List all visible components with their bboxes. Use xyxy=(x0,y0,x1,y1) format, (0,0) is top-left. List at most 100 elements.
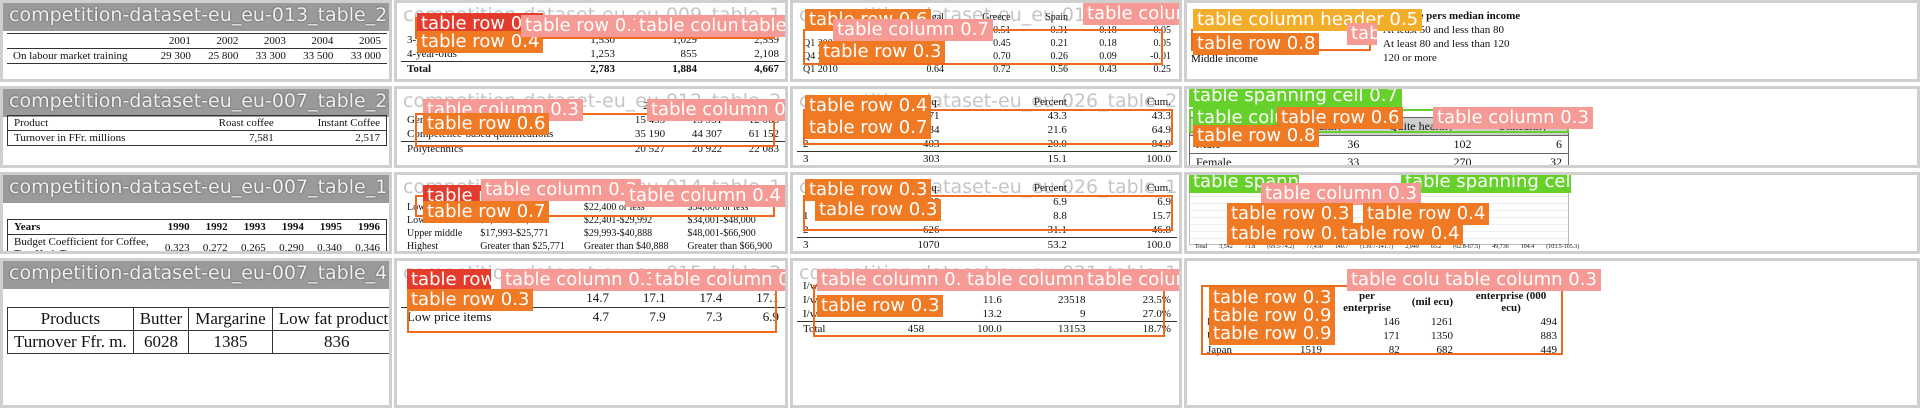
table-row: Product Roast coffee Instant Coffee xyxy=(7,116,387,131)
table-cell: 0.43 xyxy=(1099,64,1117,75)
table-cell: 29 300 xyxy=(160,50,191,62)
table-cell: 82 xyxy=(1388,344,1400,356)
table-row: Upper middle $17,993-$25,771 $29,993-$40,8… xyxy=(401,227,785,240)
table-cell: Margarine xyxy=(188,307,273,331)
table-cell: Cum. xyxy=(1146,182,1171,194)
tile-eu013-table2[interactable]: competition-dataset-eu_eu-013_table_2.jp… xyxy=(0,0,392,82)
table-cell: 20 527 xyxy=(634,143,666,155)
table-cell: 102 xyxy=(1453,137,1472,151)
table-cell: 15.7 xyxy=(1151,210,1171,222)
table-row: 2001 2002 2003 2004 2005 xyxy=(7,34,387,49)
table-cell: 44 307 xyxy=(691,128,723,140)
table-row: Total 2,783 1,884 4,667 xyxy=(401,61,785,77)
tile-header-band xyxy=(3,175,389,203)
table-cell: 1994 xyxy=(281,221,304,233)
table-cell: Greater than $40,888 xyxy=(583,241,669,252)
table-cell: 0.18 xyxy=(1099,38,1117,49)
table-cell: 855 xyxy=(680,48,698,60)
table-cell: 682 xyxy=(1436,344,1454,356)
table-row: Q1 2010 0.64 0.72 0.56 0.43 0.25 xyxy=(797,63,1177,76)
tile-eu022-table1[interactable]: % of the pers median income At least 50 … xyxy=(1184,0,1920,82)
table-cell: 13153 xyxy=(1057,323,1086,335)
tile-eu026-table2[interactable]: competition-dataset-eu_eu-026_table_2.jp… xyxy=(790,86,1182,168)
table-cell: 2,108 xyxy=(754,48,779,60)
table-cell: Turnover Ffr. m. xyxy=(7,330,134,354)
table-cell: Total xyxy=(407,63,432,75)
detection-label: table row 0.3 xyxy=(805,179,932,201)
detection-label: table column 0.3 xyxy=(817,269,977,291)
table-cell: 35 190 xyxy=(634,128,666,140)
table-cell: 21.6 xyxy=(1047,124,1067,136)
table-cell: 494 xyxy=(1540,316,1558,328)
detection-label: table row 0.6 xyxy=(423,113,550,135)
tile-eu015-table2[interactable]: competition-dataset-eu_eu-015_table_2.jp… xyxy=(394,258,788,408)
tile-eu025-table1[interactable]: enterprises (000)per enterprise(mil ecu)… xyxy=(1184,258,1920,408)
detection-label: table column 0.3 xyxy=(1083,3,1179,25)
table-cell: 0.18 xyxy=(1099,25,1117,36)
table-cell: Greece xyxy=(982,12,1011,23)
tile-eu023-table1[interactable]: Very healthyQuite healthyUnhealthy Male3… xyxy=(1184,86,1920,168)
table-cell: Spain xyxy=(1045,12,1068,23)
detection-label: table row 0.3 xyxy=(817,295,944,317)
table-row: 120 or more xyxy=(1377,51,1567,65)
detection-label: table row 0.6 xyxy=(1277,107,1404,129)
table-cell: 43.3 xyxy=(1047,110,1067,122)
table-cell: 3,542 xyxy=(1219,244,1233,250)
tile-eu007-table2[interactable]: competition-dataset-eu_eu-007_table_2.jp… xyxy=(0,86,392,168)
table-cell: 2,949 xyxy=(1405,244,1419,250)
table-cell: 84.9 xyxy=(1151,138,1171,150)
table-cell: $48,001-$66,900 xyxy=(687,228,756,239)
table-cell: 14.7 xyxy=(586,290,609,305)
table-row: 3 1070 53.2 100.0 xyxy=(797,237,1177,251)
tile-eu007-table4[interactable]: competition-dataset-eu_eu-007_table_4.jp… xyxy=(0,258,392,408)
table-cell: 31.1 xyxy=(1047,224,1067,236)
detection-label: table column 0.3 xyxy=(481,179,641,201)
tile-eu014-table1[interactable]: competition-dataset-eu_eu-014_table_1.jp… xyxy=(394,172,788,254)
table-cell: 23.5% xyxy=(1142,294,1171,306)
table-cell: 2 xyxy=(803,138,809,150)
table-cell: 13.2 xyxy=(982,308,1002,320)
table-cell: 270 xyxy=(1453,155,1472,168)
tile-eu010-table1[interactable]: competition-dataset-eu_eu-010_table_1.jp… xyxy=(790,0,1182,82)
table-cell: Roast coffee xyxy=(218,117,274,129)
table-cell: 2003 xyxy=(263,35,286,47)
table-row: 87143.343.3 xyxy=(797,109,1177,123)
table-row: On labour market training 29 300 25 800 … xyxy=(7,48,387,64)
table-row: Low price items 4.7 7.9 7.3 6.9 xyxy=(401,307,785,327)
table-row: Japan 1519 82 682 449 xyxy=(1201,343,1563,357)
table-cell: 0.323 xyxy=(164,242,190,254)
table-cell: 1070 xyxy=(917,239,940,251)
detection-label: table row 0.3 xyxy=(1227,203,1354,225)
table-cell: 449 xyxy=(1540,344,1558,356)
detection-label: table spanning cell 0.7 xyxy=(1189,89,1402,107)
table-cell: Products xyxy=(7,307,134,331)
table-cell: 64.9 xyxy=(1151,124,1171,136)
table-cell: 53.2 xyxy=(1047,239,1067,251)
source-table: Years 1990 1992 1993 1994 1995 1996 Budg… xyxy=(7,219,387,254)
tile-eu009-table1[interactable]: competition-dataset-eu_eu-009_table_1.jp… xyxy=(394,0,788,82)
table-cell: 403 xyxy=(922,138,940,150)
detection-label: table row 0.8 xyxy=(1193,125,1320,147)
table-cell: 100.0 xyxy=(1146,239,1171,251)
table-cell: Total xyxy=(803,323,826,335)
tile-eu021-table1[interactable]: competition-dataset-eu_eu-021_table_1.jp… xyxy=(790,258,1182,408)
table-cell: 36 xyxy=(1347,137,1360,151)
tile-eu007-table1[interactable]: competition-dataset-eu_eu-007_table_1.jp… xyxy=(0,172,392,254)
table-cell: 20 922 xyxy=(691,143,723,155)
table-cell: Low fat products xyxy=(278,309,392,328)
tile-eu012-table2[interactable]: competition-dataset-eu_eu-012_table_2.jp… xyxy=(394,86,788,168)
table-cell: Greater than $25,771 xyxy=(480,241,565,252)
table-cell: 6.9 xyxy=(762,309,779,324)
table-cell: Instant Coffee xyxy=(317,117,380,129)
table-cell: Turnover in FFr. millions xyxy=(14,132,126,144)
tile-eu024-table1[interactable]: Total 3,542 71.8 (69.5-74.2) 77,430 140.7 (139… xyxy=(1184,172,1920,254)
tile-eu026-table1[interactable]: competition-dataset-eu_eu-026_table_1.jp… xyxy=(790,172,1182,254)
table-cell: Polytechnics xyxy=(407,143,464,155)
table-cell: 17.1 xyxy=(642,290,666,305)
table-cell: 15.1 xyxy=(1047,153,1067,165)
detection-label: table column 0.3 xyxy=(737,15,785,37)
table-cell: 6.9 xyxy=(1053,196,1067,208)
table-cell: On labour market training xyxy=(13,50,128,62)
table-cell: 1990 xyxy=(167,221,190,233)
table-cell: (69.5-74.2) xyxy=(1267,244,1295,250)
